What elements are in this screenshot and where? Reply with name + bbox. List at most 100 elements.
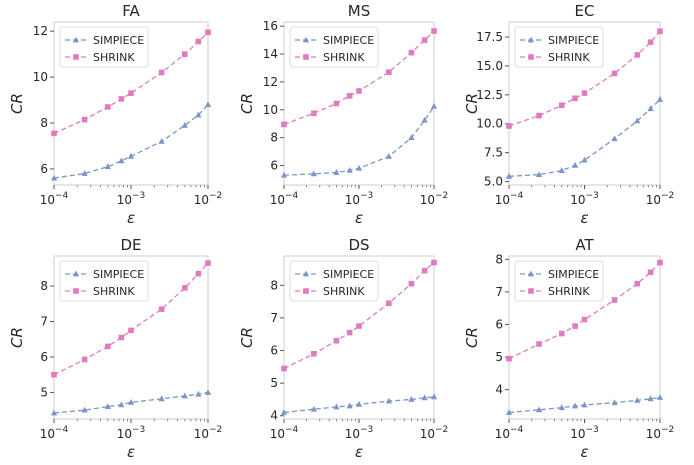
data-point (611, 399, 618, 406)
x-tick-base: 10 (345, 427, 360, 441)
data-point (118, 401, 125, 408)
panel-title: EC (575, 2, 595, 20)
series-shrink (51, 260, 211, 378)
y-tick-label: 10.0 (476, 117, 503, 131)
series-shrink (506, 28, 663, 129)
data-point (386, 69, 392, 75)
legend-label: SHRINK (93, 285, 135, 298)
data-point (310, 405, 317, 412)
data-point (408, 280, 415, 287)
x-tick-base: 10 (495, 427, 510, 441)
data-point (647, 395, 654, 402)
y-tick-label: 6 (40, 162, 48, 176)
y-tick-label: 5.0 (484, 175, 503, 189)
data-point (571, 402, 579, 409)
data-point (50, 409, 58, 416)
data-point (311, 110, 317, 117)
series-shrink (51, 29, 211, 137)
data-point (346, 166, 353, 173)
data-point (205, 260, 211, 266)
data-point (346, 93, 353, 99)
data-point (611, 70, 618, 77)
x-tick-base: 10 (420, 193, 435, 207)
data-point (118, 334, 125, 341)
x-axis-label: ε (127, 209, 135, 227)
data-point (346, 329, 353, 336)
y-tick-label: 12 (33, 24, 48, 38)
y-tick-label: 7 (270, 311, 278, 325)
x-tick-exponent: −3 (132, 425, 145, 435)
series-line (508, 98, 661, 177)
data-point (558, 102, 565, 109)
x-tick-base: 10 (194, 193, 209, 207)
x-tick-label: 10−3 (345, 191, 374, 207)
legend-label: SIMPIECE (548, 268, 599, 281)
data-point (281, 121, 287, 128)
data-point (105, 104, 111, 110)
x-tick-exponent: −3 (360, 425, 373, 435)
y-tick-label: 8 (270, 278, 278, 292)
x-axis-label: ε (580, 209, 588, 227)
data-point (333, 100, 340, 107)
x-tick-label: 10−4 (270, 191, 299, 207)
y-axis-label: CR (463, 93, 481, 114)
legend-marker (73, 54, 79, 60)
x-tick-base: 10 (646, 427, 661, 441)
x-axis-label: ε (127, 443, 135, 461)
x-tick-exponent: −3 (586, 191, 599, 201)
legend-marker (302, 36, 310, 43)
x-tick-exponent: −3 (586, 425, 599, 435)
x-tick-label: 10−2 (420, 191, 449, 207)
series-simpiece (505, 96, 664, 179)
data-point (536, 341, 542, 347)
x-tick-exponent: −4 (55, 425, 69, 435)
data-point (647, 39, 654, 46)
data-point (50, 174, 58, 181)
y-tick-label: 8 (40, 116, 48, 130)
legend-marker (527, 36, 535, 43)
data-point (128, 327, 134, 334)
x-tick-label: 10−2 (646, 425, 675, 441)
x-tick-label: 10−4 (495, 191, 524, 207)
x-tick-exponent: −4 (55, 191, 69, 201)
legend-marker (303, 54, 309, 60)
series-simpiece (280, 102, 438, 178)
y-tick-label: 7 (495, 285, 503, 299)
data-point (205, 29, 211, 36)
x-tick-exponent: −2 (661, 191, 674, 201)
data-point (128, 90, 134, 96)
data-point (280, 409, 288, 415)
x-tick-label: 10−4 (270, 425, 299, 441)
y-tick-label: 16 (263, 19, 278, 33)
data-point (280, 171, 288, 178)
x-tick-exponent: −4 (285, 191, 299, 201)
series-line (53, 104, 209, 179)
data-point (182, 285, 188, 291)
data-point (105, 343, 111, 350)
x-tick-label: 10−2 (194, 425, 223, 441)
data-point (127, 398, 135, 405)
data-point (127, 152, 135, 159)
legend-label: SHRINK (323, 51, 365, 64)
data-point (634, 52, 641, 58)
data-point (421, 267, 428, 274)
x-axis-label: ε (355, 443, 363, 461)
data-point (506, 123, 512, 129)
y-tick-label: 15.0 (476, 59, 503, 73)
x-tick-base: 10 (570, 193, 585, 207)
series-shrink (281, 28, 437, 128)
data-point (408, 134, 415, 141)
y-tick-label: 6 (495, 317, 503, 331)
data-point (535, 406, 543, 413)
y-axis-label: CR (238, 93, 256, 114)
data-point (181, 392, 188, 399)
x-tick-exponent: −4 (285, 425, 299, 435)
data-point (333, 337, 340, 344)
data-point (535, 171, 543, 177)
x-tick-label: 10−2 (646, 191, 675, 207)
data-point (634, 280, 641, 287)
data-point (421, 394, 428, 401)
